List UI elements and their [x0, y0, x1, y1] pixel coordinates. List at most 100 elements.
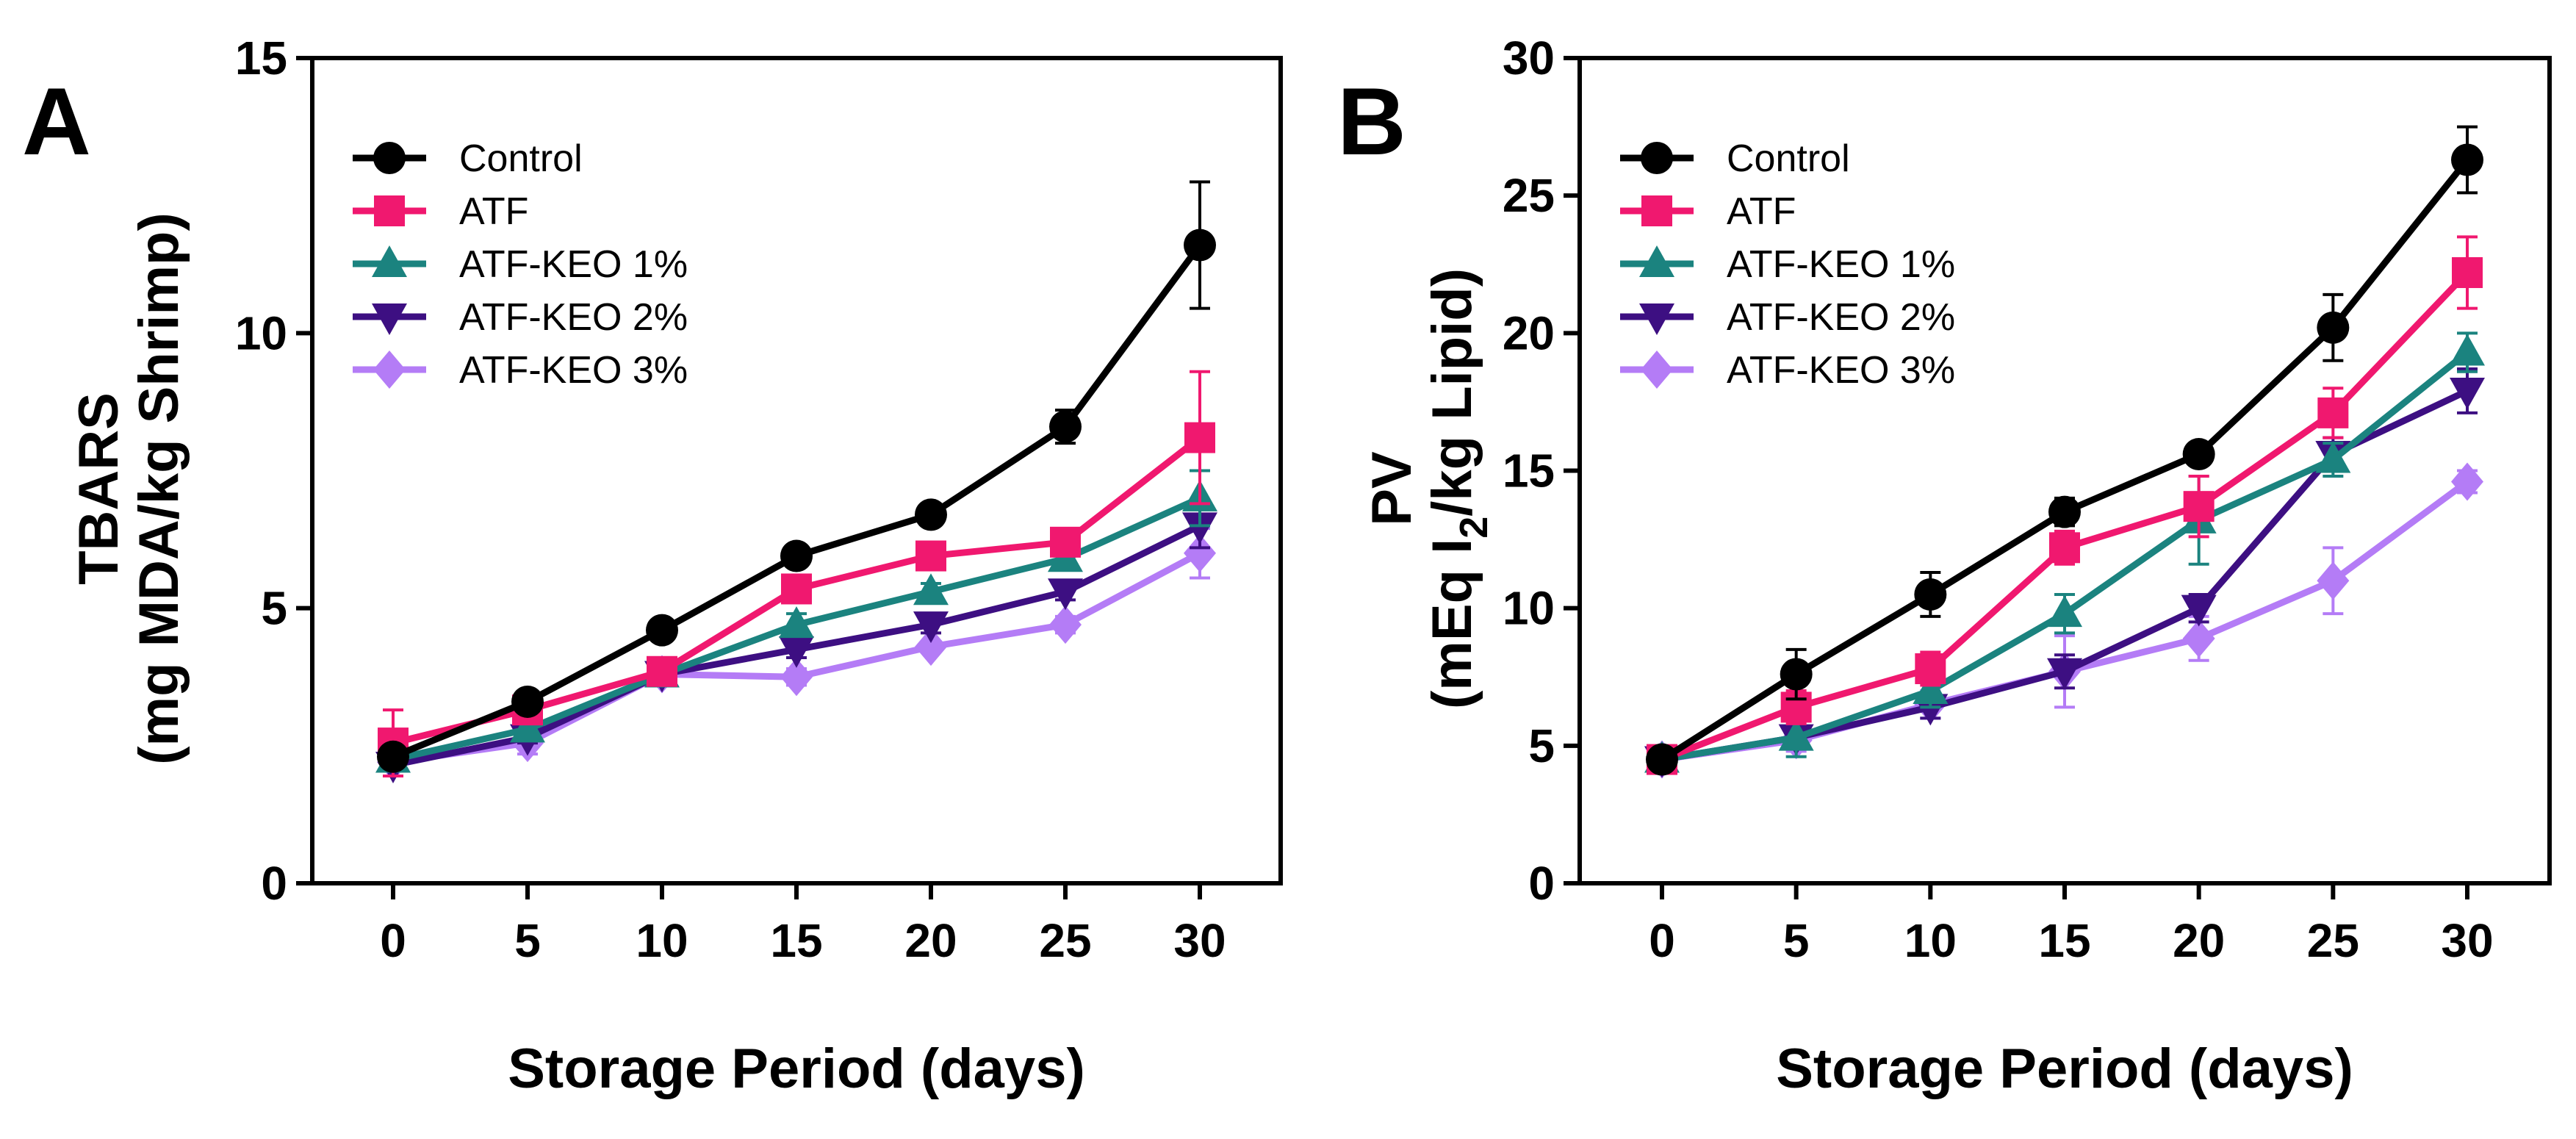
panel-a-data-point — [915, 540, 946, 572]
panel-b-y-tick-label: 20 — [1503, 306, 1555, 359]
panel-a-data-point — [780, 539, 813, 572]
panel-a-letter: A — [22, 68, 91, 175]
panel-a-plot-frame — [310, 56, 1283, 885]
panel-a-data-point — [1184, 229, 1216, 262]
pv-unit-prefix: (mEq I — [1421, 539, 1483, 709]
panel-b-y-tick-label: 10 — [1503, 582, 1555, 635]
panel-b-data-point — [2047, 595, 2082, 628]
panel-a-data-point — [646, 614, 678, 647]
panel-a-legend-label: ATF-KEO 3% — [459, 349, 688, 392]
panel-b-y-tick-label: 0 — [1528, 857, 1555, 910]
panel-a-legend-item: ATF-KEO 1% — [353, 243, 688, 286]
panel-a-data-point — [913, 573, 949, 606]
panel-b-legend-label: ATF-KEO 2% — [1727, 296, 1955, 339]
panel-a-data-point — [1050, 526, 1081, 558]
panel-b-plot-frame — [1577, 56, 2552, 885]
panel-a-legend-marker — [372, 303, 407, 335]
panel-b-series-atf-keo-1 — [1644, 331, 2485, 773]
panel-a-data-point — [1184, 422, 1215, 453]
panel-a-legend-item: ATF-KEO 3% — [353, 349, 688, 392]
panel-b-data-point — [2048, 495, 2081, 528]
panel-b-data-point — [2451, 462, 2483, 501]
panel-a-data-point — [779, 636, 814, 668]
panel-a-data-point — [647, 655, 677, 687]
panel-a-series-atf-keo-1 — [375, 469, 1217, 773]
panel-a-data-point — [779, 606, 814, 639]
panel-b-legend-item: ATF-KEO 2% — [1620, 296, 1955, 339]
panel-a-legend-marker — [372, 245, 407, 277]
panel-a-y-tick-label: 15 — [235, 32, 287, 85]
pv-unit-suffix: /kg Lipid) — [1421, 268, 1483, 517]
panel-b-data-point — [2182, 619, 2215, 658]
panel-b-legend-label: ATF-KEO 1% — [1727, 243, 1955, 286]
panel-b-legend: Control ATF ATF-KEO 1% ATF-KEO 2% ATF-KEO 3% — [1620, 137, 1955, 392]
panel-a-series-control — [377, 180, 1216, 773]
panel-a-data-point — [511, 685, 544, 718]
panel-b-data-point — [2450, 334, 2485, 366]
panel-b-x-tick-label: 10 — [1904, 914, 1957, 967]
panel-a-data-point — [1184, 533, 1216, 572]
panel-a-data-point — [377, 740, 409, 773]
panel-a-legend: Control ATF ATF-KEO 1% ATF-KEO 2% ATF-KEO 3% — [353, 137, 688, 392]
panel-b-legend-label: Control — [1727, 137, 1850, 180]
panel-a-legend-label: Control — [459, 137, 583, 180]
panel-a-legend-item: ATF-KEO 2% — [353, 296, 688, 339]
panel-b-y-tick-label: 25 — [1503, 169, 1555, 222]
panel-a-data-point — [1049, 410, 1082, 443]
panel-a-x-tick-label: 5 — [514, 914, 541, 967]
panel-b-x-tick-label: 25 — [2307, 914, 2359, 967]
panel-b-data-point — [2315, 441, 2351, 473]
panel-b-data-point — [2047, 658, 2082, 690]
panel-a-x-tick-label: 30 — [1173, 914, 1226, 967]
panel-a-x-tick-label: 10 — [636, 914, 688, 967]
panel-a-y-title-line1: TBARS — [68, 392, 130, 585]
panel-b-legend-item: ATF-KEO 3% — [1620, 349, 1955, 392]
panel-b-data — [1644, 125, 2485, 779]
panel-a-legend-marker — [373, 351, 406, 389]
panel-a-y-ticks: 0 5 10 15 — [235, 32, 312, 910]
panel-b-y-tick-label: 5 — [1528, 719, 1555, 772]
panel-b-series-atf — [1647, 235, 2483, 775]
panel-a-data — [375, 180, 1217, 784]
panel-a-x-tick-label: 25 — [1039, 914, 1091, 967]
panel-b-data-point — [2181, 594, 2217, 627]
panel-a-x-title: Storage Period (days) — [508, 1038, 1085, 1100]
panel-b-data-point — [2452, 256, 2483, 288]
panel-b-y-tick-label: 30 — [1503, 32, 1555, 85]
panel-b-data-point — [1778, 719, 1814, 751]
panel-b-data-point — [2317, 311, 2350, 344]
panel-a-y-tick-label: 0 — [261, 857, 287, 910]
panel-b-data-point — [1913, 672, 1949, 704]
panel-b-series-control — [1646, 125, 2483, 776]
panel-b-y-title-line1: PV — [1361, 451, 1423, 526]
panel-b-y-tick-label: 15 — [1503, 445, 1555, 497]
panel-b-x-tick-label: 0 — [1649, 914, 1675, 967]
panel-b-y-title: PV (mEq I2/kg Lipid) — [1361, 268, 1496, 709]
panel-a-data-point — [915, 628, 947, 666]
panel-a-data-point — [781, 573, 812, 605]
panel-b-data-point — [2317, 561, 2350, 600]
panel-a-legend-item: Control — [353, 137, 583, 180]
panel-b-x-ticks: 0 5 10 15 20 25 30 — [1649, 883, 2494, 967]
panel-a-series-atf — [378, 370, 1215, 778]
panel-b-data-point — [1646, 743, 1678, 776]
panel-b-data-point — [1914, 578, 1947, 611]
panel-a-legend-item: ATF — [353, 190, 528, 233]
panel-b-data-point — [2451, 143, 2483, 176]
panel-b-letter: B — [1337, 68, 1406, 175]
panel-b-y-ticks: 0 5 10 15 20 25 30 — [1503, 32, 1580, 910]
panel-b-y-title-line2: (mEq I2/kg Lipid) — [1421, 268, 1496, 709]
panel-a-legend-marker — [373, 142, 406, 174]
panel-b-data-point — [2450, 377, 2485, 409]
panel-a-legend-marker — [374, 195, 405, 226]
panel-b-legend-label: ATF-KEO 3% — [1727, 349, 1955, 392]
panel-b: B PV (mEq I2/kg Lipid) 0 5 10 15 20 25 30 0 5 10… — [1337, 32, 2552, 1100]
panel-b-x-tick-label: 30 — [2441, 914, 2493, 967]
panel-a-y-title-line2: (mg MDA/kg Shrimp) — [128, 212, 190, 765]
panel-a-data-point — [1049, 606, 1082, 644]
panel-b-legend-marker — [1639, 303, 1674, 335]
panel-a-y-title: TBARS (mg MDA/kg Shrimp) — [68, 212, 190, 765]
panel-a: A TBARS (mg MDA/kg Shrimp) 0 5 10 15 0 5 10 15… — [22, 32, 1283, 1100]
panel-b-x-tick-label: 15 — [2038, 914, 2090, 967]
